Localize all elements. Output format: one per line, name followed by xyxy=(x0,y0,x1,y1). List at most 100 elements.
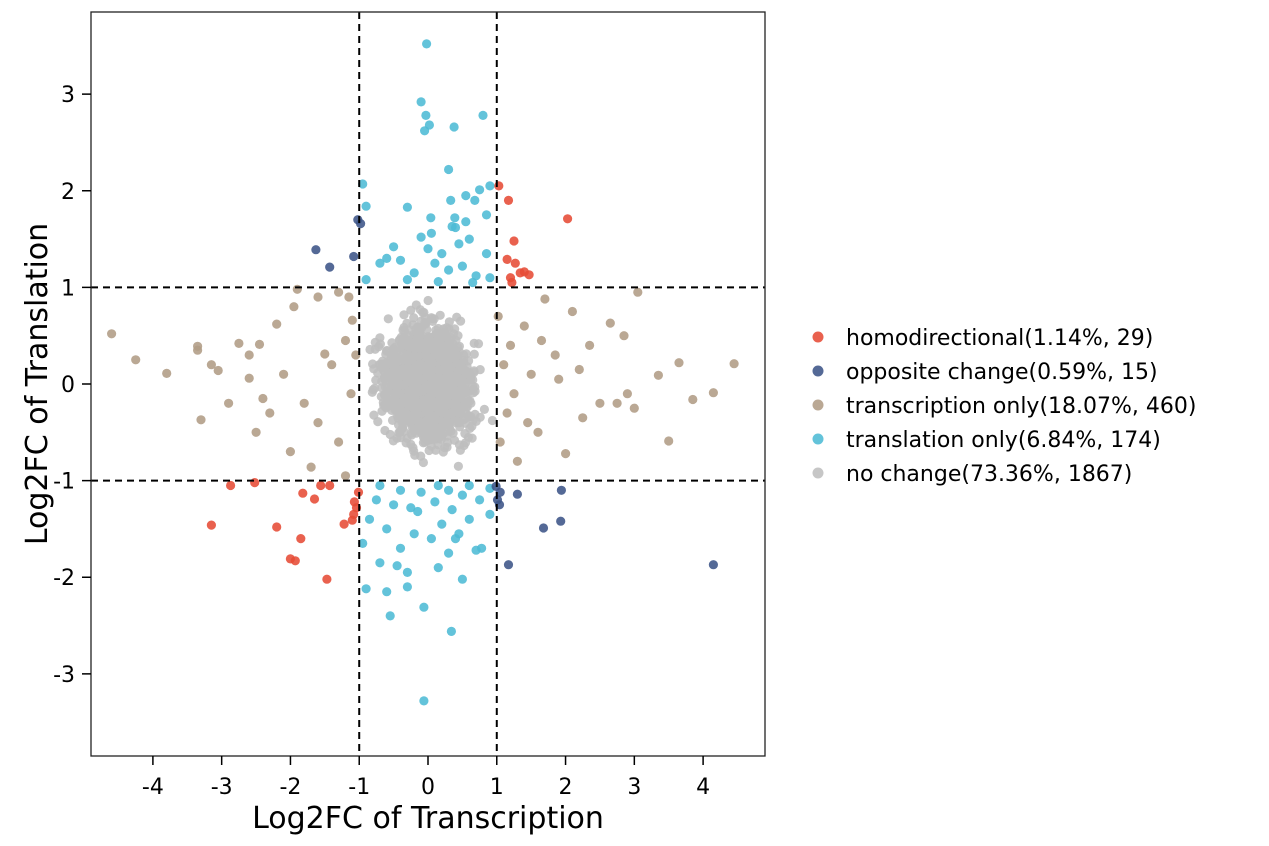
data-point xyxy=(447,505,457,515)
data-point xyxy=(633,287,643,297)
data-point xyxy=(512,456,523,466)
data-point xyxy=(316,480,326,491)
data-point xyxy=(193,345,203,355)
data-point xyxy=(339,519,349,529)
data-point xyxy=(459,350,469,360)
data-point xyxy=(395,543,406,553)
y-tick-label: -3 xyxy=(53,663,75,688)
data-point xyxy=(495,437,505,447)
data-point xyxy=(380,425,390,436)
y-tick-label: -2 xyxy=(53,566,75,591)
data-point xyxy=(389,500,399,510)
data-point xyxy=(258,393,268,404)
data-point xyxy=(467,421,477,431)
y-tick-label: 0 xyxy=(61,373,75,398)
data-point xyxy=(523,418,533,428)
data-point xyxy=(406,305,416,315)
data-point xyxy=(450,213,460,223)
data-point xyxy=(464,234,474,244)
data-point xyxy=(419,602,429,612)
data-point xyxy=(461,191,471,201)
points-layer xyxy=(107,39,739,706)
data-point xyxy=(469,349,479,359)
y-tick-label: 2 xyxy=(61,180,75,205)
data-point xyxy=(334,287,344,297)
data-point xyxy=(418,438,428,448)
data-point xyxy=(485,509,495,519)
data-point xyxy=(481,210,492,220)
data-point xyxy=(213,365,223,376)
data-point xyxy=(515,268,525,278)
x-axis-label: Log2FC of Transcription xyxy=(252,801,604,836)
data-point xyxy=(414,359,424,369)
legend-marker xyxy=(812,467,824,479)
data-point xyxy=(612,398,622,408)
data-point xyxy=(272,319,282,329)
legend-label: transcription only(18.07%, 460) xyxy=(846,394,1196,419)
data-point xyxy=(467,433,477,443)
data-point xyxy=(389,374,399,385)
data-point xyxy=(454,239,464,249)
data-point xyxy=(481,249,492,259)
data-point xyxy=(402,567,412,578)
data-point xyxy=(279,369,289,379)
data-point xyxy=(370,337,380,347)
data-point xyxy=(509,236,519,246)
data-point xyxy=(454,359,464,369)
data-point xyxy=(464,480,474,491)
data-point xyxy=(708,388,719,398)
data-point xyxy=(406,503,416,513)
data-point xyxy=(526,369,536,379)
data-point xyxy=(494,181,504,191)
data-point xyxy=(340,471,351,481)
data-point xyxy=(433,329,443,340)
data-point xyxy=(311,245,321,255)
series-3 xyxy=(358,39,495,706)
data-point xyxy=(369,410,379,420)
data-point xyxy=(457,490,467,500)
data-point xyxy=(452,312,462,322)
data-point xyxy=(340,335,351,346)
data-point xyxy=(358,538,368,549)
data-point xyxy=(503,195,514,205)
data-point xyxy=(420,318,430,328)
data-point xyxy=(469,338,479,348)
data-point xyxy=(524,270,534,280)
data-point xyxy=(290,556,300,566)
data-point xyxy=(493,311,503,321)
data-point xyxy=(453,461,463,471)
data-point xyxy=(365,344,375,355)
y-tick-label: 3 xyxy=(61,83,75,108)
data-point xyxy=(398,349,408,359)
data-point xyxy=(322,574,332,584)
data-point xyxy=(433,563,443,573)
legend-label: no change(73.36%, 1867) xyxy=(846,462,1132,487)
data-point xyxy=(356,219,366,229)
data-point xyxy=(433,480,443,491)
data-point xyxy=(347,315,357,325)
data-point xyxy=(457,261,467,271)
data-point xyxy=(285,447,295,457)
data-point xyxy=(131,355,141,365)
data-point xyxy=(107,329,117,339)
x-tick-label: -1 xyxy=(348,775,370,800)
data-point xyxy=(306,462,316,472)
data-point xyxy=(351,350,361,360)
data-point xyxy=(468,388,478,398)
data-point xyxy=(550,350,560,360)
data-point xyxy=(226,480,236,491)
data-point xyxy=(475,185,485,195)
data-point xyxy=(595,398,605,408)
data-point xyxy=(456,378,466,389)
data-point xyxy=(399,427,409,437)
data-point xyxy=(382,587,392,597)
data-point xyxy=(375,558,385,568)
data-point xyxy=(426,213,436,223)
data-point xyxy=(344,292,354,302)
data-point xyxy=(424,416,434,426)
x-tick-label: 4 xyxy=(696,775,710,800)
data-point xyxy=(435,352,445,362)
data-point xyxy=(505,340,516,350)
data-point xyxy=(445,361,455,371)
data-point xyxy=(402,275,412,285)
